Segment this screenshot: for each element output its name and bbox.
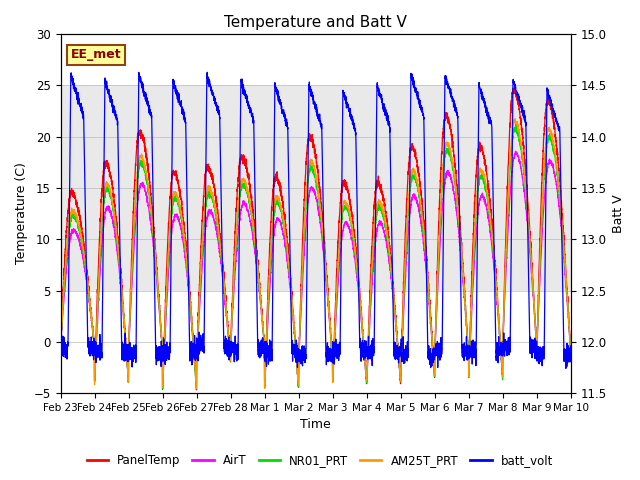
Bar [61, 85, 571, 290]
Y-axis label: Temperature (C): Temperature (C) [15, 163, 28, 264]
X-axis label: Time: Time [300, 419, 331, 432]
Y-axis label: Batt V: Batt V [612, 194, 625, 233]
Text: EE_met: EE_met [71, 48, 122, 61]
Legend: PanelTemp, AirT, NR01_PRT, AM25T_PRT, batt_volt: PanelTemp, AirT, NR01_PRT, AM25T_PRT, ba… [82, 449, 558, 472]
Title: Temperature and Batt V: Temperature and Batt V [224, 15, 407, 30]
